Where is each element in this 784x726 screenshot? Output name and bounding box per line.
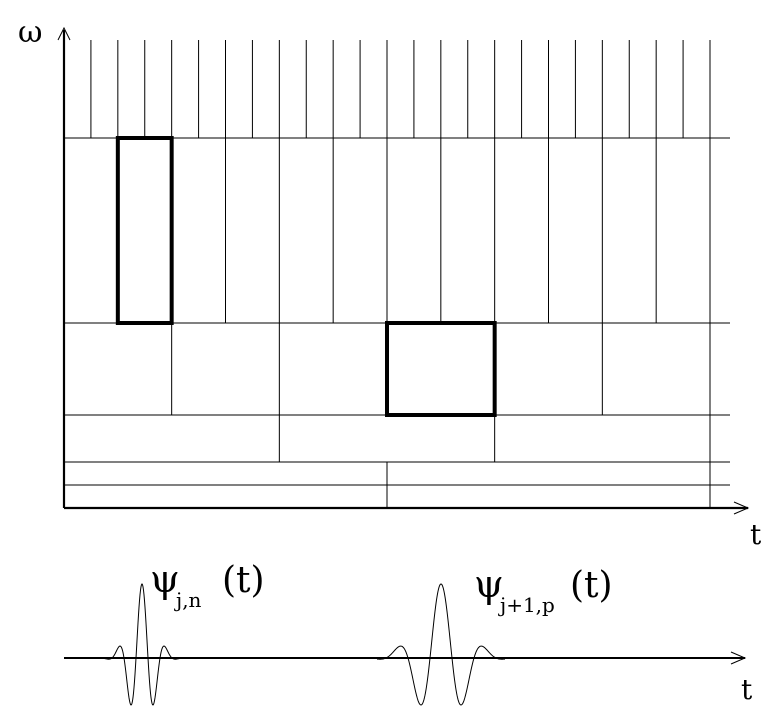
tiling-grid [64, 40, 730, 508]
highlighted-atoms [115, 136, 497, 417]
wavelet-j-plus-1-p-curve [376, 583, 506, 706]
wavelet-label-j-n: ψ j,n (t) [150, 557, 265, 612]
time-axis-bottom-arrowhead [730, 651, 747, 665]
time-axis-label-bottom: t [741, 673, 753, 706]
psi-symbol: ψ [150, 557, 180, 601]
omega-axis-arrowhead [57, 26, 71, 41]
atom-j-n-box [115, 136, 174, 325]
psi-symbol: ψ [474, 562, 504, 606]
psi-subscript: j+1,p [498, 593, 555, 617]
wavelet-signals [99, 583, 506, 706]
axes [57, 26, 750, 665]
psi-argument: (t) [222, 560, 265, 601]
wavelet-label-j-plus-1-p: ψ j+1,p (t) [474, 562, 613, 617]
wavelet-j-n-curve [99, 583, 185, 706]
time-axis-top-arrowhead [733, 501, 750, 515]
omega-axis-label: ω [18, 15, 42, 50]
time-axis-label-top: t [750, 518, 762, 551]
psi-argument: (t) [570, 565, 613, 606]
atom-j-plus-1-p-box [385, 321, 497, 417]
psi-subscript: j,n [174, 588, 202, 612]
